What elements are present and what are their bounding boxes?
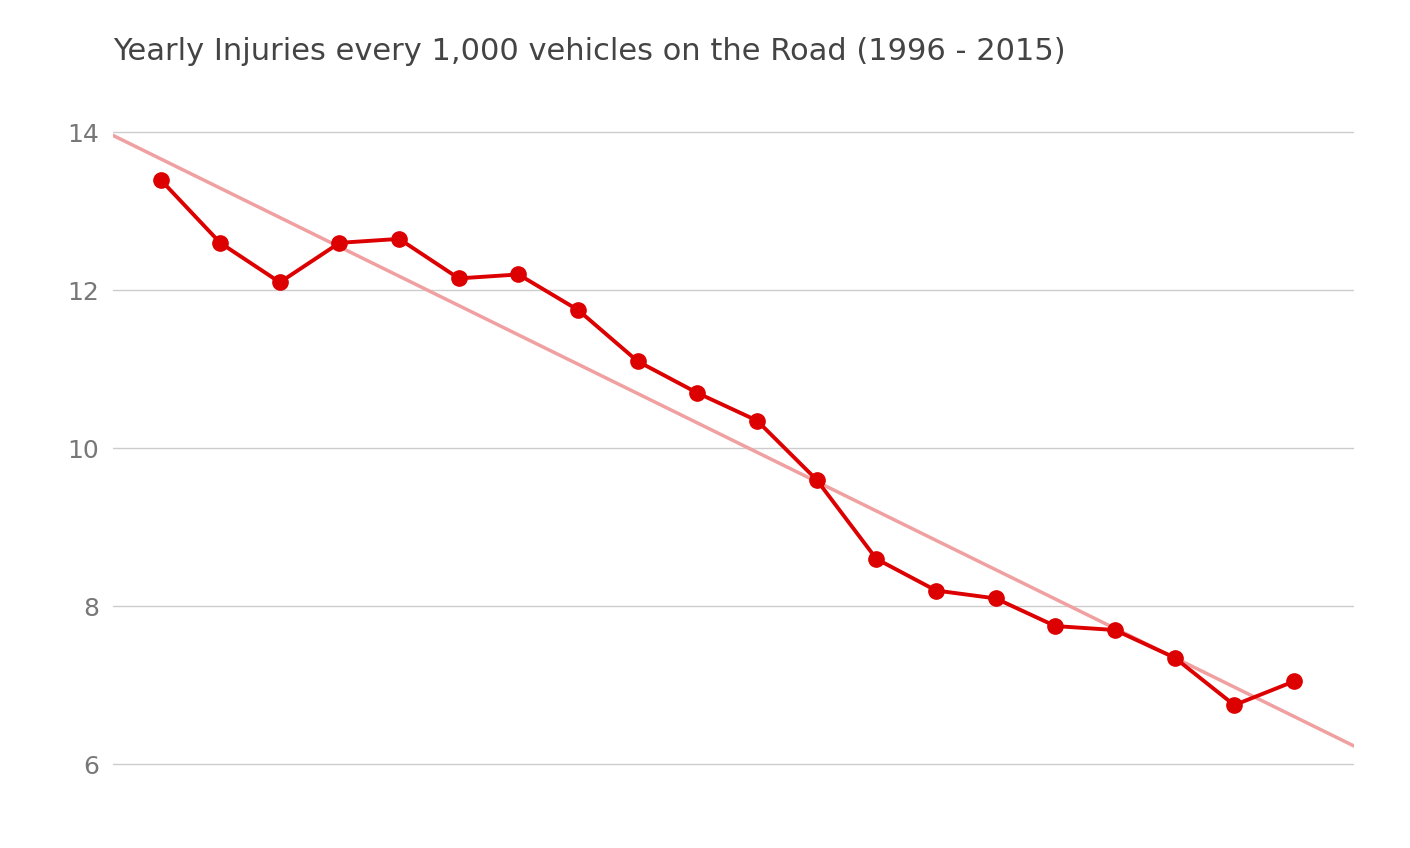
- Text: Yearly Injuries every 1,000 vehicles on the Road (1996 - 2015): Yearly Injuries every 1,000 vehicles on …: [113, 36, 1066, 66]
